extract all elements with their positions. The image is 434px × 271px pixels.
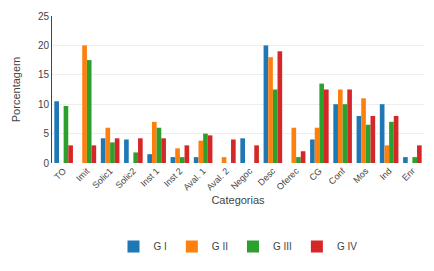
svg-text:25: 25 (38, 11, 50, 22)
svg-text:15: 15 (38, 69, 50, 80)
svg-text:G II: G II (212, 241, 228, 252)
svg-text:Enr: Enr (400, 166, 417, 183)
svg-text:Inst 1: Inst 1 (139, 166, 162, 189)
svg-text:Solic2: Solic2 (114, 166, 138, 190)
svg-text:Mos: Mos (351, 166, 370, 185)
svg-text:Aval. 2: Aval. 2 (205, 166, 231, 192)
svg-text:Conf: Conf (327, 166, 348, 187)
svg-text:Imit: Imit (74, 166, 92, 184)
svg-text:Inst 2: Inst 2 (162, 166, 185, 189)
svg-text:Solic1: Solic1 (90, 166, 114, 190)
svg-text:5: 5 (43, 128, 49, 139)
svg-text:Oferec: Oferec (275, 166, 302, 193)
svg-text:0: 0 (43, 158, 49, 169)
svg-text:Porcentagem: Porcentagem (10, 57, 22, 122)
svg-text:G IV: G IV (337, 241, 357, 252)
svg-text:Ind: Ind (378, 166, 394, 182)
svg-text:10: 10 (38, 99, 50, 110)
svg-text:Desc: Desc (256, 166, 278, 188)
svg-text:Categorias: Categorias (211, 194, 265, 206)
svg-text:CG: CG (307, 166, 324, 183)
svg-text:20: 20 (38, 40, 50, 51)
svg-text:G III: G III (273, 241, 292, 252)
svg-text:TO: TO (52, 166, 68, 182)
svg-text:G I: G I (154, 241, 167, 252)
svg-text:Aval. 1: Aval. 1 (181, 166, 207, 192)
svg-text:Negoc: Negoc (229, 166, 255, 192)
